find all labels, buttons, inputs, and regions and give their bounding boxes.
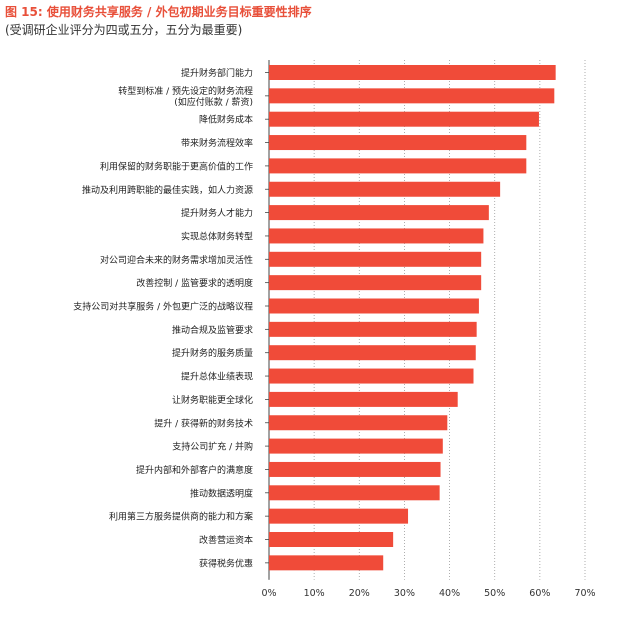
category-label: 推动及利用跨职能的最佳实践，如人力资源 xyxy=(82,184,253,196)
bar xyxy=(269,508,409,524)
x-tick-label: 70% xyxy=(574,588,595,599)
x-tick-label: 20% xyxy=(349,588,370,599)
bar xyxy=(269,251,482,267)
chart-title: 图 15: 使用财务共享服务 / 外包初期业务目标重要性排序 xyxy=(5,5,312,19)
bar xyxy=(269,415,448,431)
category-label: 利用第三方服务提供商的能力和方案 xyxy=(109,511,253,523)
bar xyxy=(269,111,539,127)
bar xyxy=(269,275,482,291)
category-label: 提升总体业绩表现 xyxy=(181,371,253,383)
x-tick-label: 0% xyxy=(261,588,276,599)
category-label: 改善营运资本 xyxy=(199,534,253,546)
category-label: 提升财务部门能力 xyxy=(181,67,253,79)
x-tick-label: 60% xyxy=(529,588,550,599)
category-label: 让财务职能更全球化 xyxy=(172,394,253,406)
category-label: 提升 / 获得新的财务技术 xyxy=(154,417,253,429)
category-label: 提升内部和外部客户的满意度 xyxy=(136,464,253,476)
bar xyxy=(269,532,394,547)
bar xyxy=(269,158,527,174)
category-label: 改善控制 / 监管要求的透明度 xyxy=(136,277,253,289)
category-label: 支持公司扩充 / 并购 xyxy=(172,441,253,453)
category-label: 转型到标准 / 预先设定的财务流程 xyxy=(118,85,253,97)
category-label: (如应付账款 / 薪资) xyxy=(174,96,253,108)
category-label: 利用保留的财务职能于更高价值的工作 xyxy=(100,160,253,172)
x-tick-label: 30% xyxy=(394,588,415,599)
bar xyxy=(269,228,484,244)
bar xyxy=(269,65,556,80)
category-label: 提升财务的服务质量 xyxy=(172,347,253,359)
x-tick-label: 40% xyxy=(439,588,460,599)
category-label: 提升财务人才能力 xyxy=(181,207,253,219)
bar xyxy=(269,555,384,571)
bar xyxy=(269,345,476,361)
bar xyxy=(269,368,474,384)
category-label: 推动数据透明度 xyxy=(190,487,253,499)
bar xyxy=(269,88,555,104)
bar xyxy=(269,461,441,477)
category-label: 带来财务流程效率 xyxy=(181,137,253,149)
category-label: 对公司迎合未来的财务需求增加灵活性 xyxy=(100,254,253,266)
category-label: 实现总体财务转型 xyxy=(181,230,253,242)
category-label: 推动合规及监管要求 xyxy=(172,324,253,336)
category-label: 降低财务成本 xyxy=(199,114,253,126)
category-label: 获得税务优惠 xyxy=(199,557,253,569)
bar xyxy=(269,181,501,197)
bar xyxy=(269,438,443,454)
chart-subtitle: (受调研企业评分为四或五分，五分为最重要) xyxy=(5,23,243,37)
x-tick-label: 50% xyxy=(484,588,505,599)
bar xyxy=(269,298,479,314)
bar xyxy=(269,205,489,221)
category-label: 支持公司对共享服务 / 外包更广泛的战略议程 xyxy=(73,301,253,313)
x-tick-label: 10% xyxy=(304,588,325,599)
bar xyxy=(269,135,527,151)
bar xyxy=(269,321,477,337)
bar xyxy=(269,391,458,407)
bar xyxy=(269,485,440,501)
